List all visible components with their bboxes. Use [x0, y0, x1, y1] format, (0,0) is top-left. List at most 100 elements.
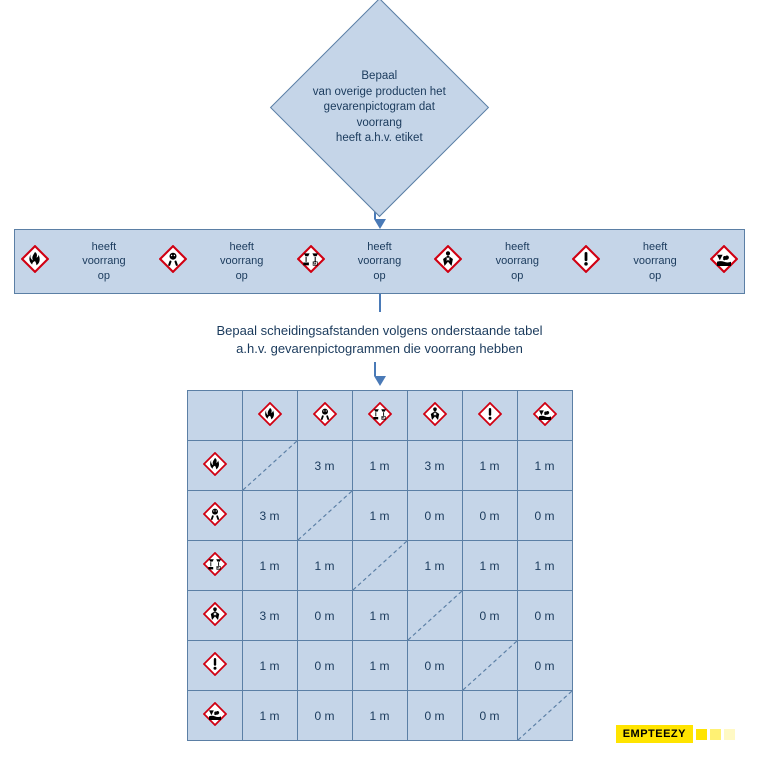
- distance-cell: 1 m: [242, 691, 297, 741]
- table-row: 1 m1 m1 m1 m1 m: [187, 541, 572, 591]
- brand-text: EMPTEEZY: [616, 725, 693, 743]
- distance-cell: 3 m: [297, 441, 352, 491]
- flammable-icon: [258, 415, 282, 429]
- toxic-icon: [203, 515, 227, 529]
- col-header-corrosive: [352, 391, 407, 441]
- distance-cell: 0 m: [462, 691, 517, 741]
- precedence-row: heeftvoorrangop heeftvoorrangop heef: [14, 229, 745, 294]
- distance-cell: 1 m: [517, 441, 572, 491]
- precedence-item-corrosive: [297, 245, 325, 278]
- distance-cell: 0 m: [462, 491, 517, 541]
- instruction-line1: Bepaal scheidingsafstanden volgens onder…: [217, 323, 543, 338]
- exclamation-icon: [572, 245, 600, 278]
- distance-cell: 0 m: [517, 591, 572, 641]
- distance-cell: 0 m: [297, 691, 352, 741]
- corrosive-icon: [203, 565, 227, 579]
- col-header-flammable: [242, 391, 297, 441]
- distance-cell: 0 m: [407, 491, 462, 541]
- col-header-toxic: [297, 391, 352, 441]
- distance-cell: 1 m: [297, 541, 352, 591]
- precedence-item-flammable: [21, 245, 49, 278]
- arrow-3: [10, 362, 749, 386]
- diagonal-cell: [352, 541, 407, 591]
- brand-square-1: [696, 729, 707, 740]
- precedence-item-environment: [710, 245, 738, 278]
- diamond-line4: heeft a.h.v. etiket: [336, 132, 423, 144]
- exclamation-icon: [478, 415, 502, 429]
- distance-cell: 1 m: [242, 641, 297, 691]
- diamond-line2: van overige producten het: [313, 85, 446, 97]
- decision-diamond: Bepaal van overige producten het gevaren…: [10, 10, 749, 185]
- row-header-health: [187, 591, 242, 641]
- distance-cell: 3 m: [242, 591, 297, 641]
- environment-icon: [710, 245, 738, 278]
- table-row: 1 m0 m1 m0 m0 m: [187, 641, 572, 691]
- diamond-line1: Bepaal: [362, 70, 398, 82]
- health-icon: [434, 245, 462, 278]
- brand-square-2: [710, 729, 721, 740]
- col-header-environment: [517, 391, 572, 441]
- precedence-label: heeftvoorrangop: [220, 240, 263, 283]
- environment-icon: [203, 715, 227, 729]
- flammable-icon: [21, 245, 49, 278]
- distance-cell: 1 m: [352, 591, 407, 641]
- distance-cell: 0 m: [517, 641, 572, 691]
- distance-cell: 1 m: [352, 441, 407, 491]
- table-row: 3 m1 m3 m1 m1 m: [187, 441, 572, 491]
- distance-cell: 0 m: [407, 691, 462, 741]
- distance-cell: 0 m: [297, 641, 352, 691]
- table-row: 3 m0 m1 m0 m0 m: [187, 591, 572, 641]
- distance-cell: 1 m: [462, 441, 517, 491]
- distance-cell: 3 m: [407, 441, 462, 491]
- corrosive-icon: [368, 415, 392, 429]
- table-row: 3 m1 m0 m0 m0 m: [187, 491, 572, 541]
- distance-cell: 1 m: [517, 541, 572, 591]
- row-header-environment: [187, 691, 242, 741]
- health-icon: [423, 415, 447, 429]
- distance-cell: 0 m: [517, 491, 572, 541]
- precedence-item-toxic: [159, 245, 187, 278]
- col-header-health: [407, 391, 462, 441]
- corrosive-icon: [297, 245, 325, 278]
- diagonal-cell: [297, 491, 352, 541]
- diagonal-cell: [462, 641, 517, 691]
- distance-cell: 0 m: [297, 591, 352, 641]
- distance-cell: 3 m: [242, 491, 297, 541]
- distance-cell: 0 m: [407, 641, 462, 691]
- distance-cell: 1 m: [462, 541, 517, 591]
- arrow-2: [10, 294, 749, 312]
- instruction-text: Bepaal scheidingsafstanden volgens onder…: [10, 322, 749, 358]
- health-icon: [203, 615, 227, 629]
- environment-icon: [533, 415, 557, 429]
- brand-badge: EMPTEEZY: [616, 725, 735, 743]
- distance-cell: 0 m: [462, 591, 517, 641]
- brand-square-3: [724, 729, 735, 740]
- precedence-item-exclamation: [572, 245, 600, 278]
- precedence-item-health: [434, 245, 462, 278]
- exclamation-icon: [203, 665, 227, 679]
- precedence-label: heeftvoorrangop: [82, 240, 125, 283]
- distance-cell: 1 m: [352, 641, 407, 691]
- distance-cell: 1 m: [242, 541, 297, 591]
- instruction-line2: a.h.v. gevarenpictogrammen die voorrang …: [236, 341, 523, 356]
- row-header-exclamation: [187, 641, 242, 691]
- distance-cell: 1 m: [352, 491, 407, 541]
- diagonal-cell: [242, 441, 297, 491]
- flammable-icon: [203, 465, 227, 479]
- precedence-label: heeftvoorrangop: [633, 240, 676, 283]
- toxic-icon: [313, 415, 337, 429]
- table-row: 1 m0 m1 m0 m0 m: [187, 691, 572, 741]
- col-header-exclamation: [462, 391, 517, 441]
- distance-cell: 1 m: [352, 691, 407, 741]
- table-corner: [187, 391, 242, 441]
- diagonal-cell: [517, 691, 572, 741]
- row-header-corrosive: [187, 541, 242, 591]
- distance-cell: 1 m: [407, 541, 462, 591]
- separation-distance-table: 3 m1 m3 m1 m1 m 3 m1 m0 m0 m0 m 1 m1: [187, 390, 573, 741]
- row-header-flammable: [187, 441, 242, 491]
- diamond-line3: gevarenpictogram dat voorrang: [324, 101, 435, 129]
- toxic-icon: [159, 245, 187, 278]
- precedence-label: heeftvoorrangop: [496, 240, 539, 283]
- row-header-toxic: [187, 491, 242, 541]
- precedence-label: heeftvoorrangop: [358, 240, 401, 283]
